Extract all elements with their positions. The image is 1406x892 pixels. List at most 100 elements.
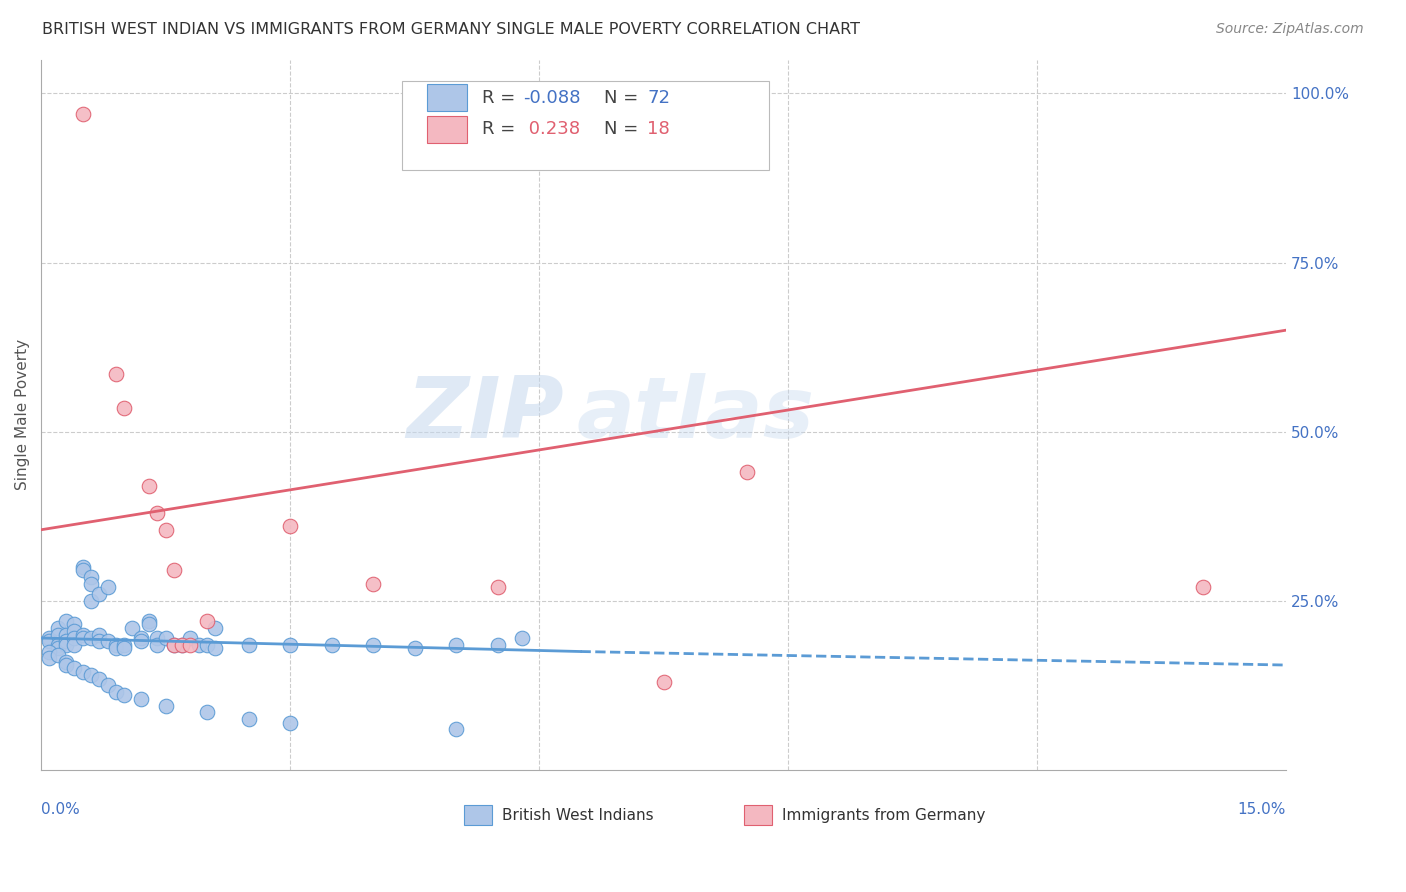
Text: BRITISH WEST INDIAN VS IMMIGRANTS FROM GERMANY SINGLE MALE POVERTY CORRELATION C: BRITISH WEST INDIAN VS IMMIGRANTS FROM G… (42, 22, 860, 37)
Point (129, 691, 152, 706)
Y-axis label: Single Male Poverty: Single Male Poverty (15, 339, 30, 491)
Point (172, 638, 194, 652)
Bar (427, 85, 467, 112)
Text: British West Indians: British West Indians (502, 808, 654, 822)
Text: N =: N = (603, 120, 644, 138)
Point (444, 723, 467, 737)
Point (63, 661, 86, 675)
Point (138, 617, 160, 632)
Point (63, 631, 86, 645)
Point (146, 506, 169, 520)
Point (89, 627, 111, 641)
Point (512, 631, 534, 645)
Point (96, 678, 118, 692)
Point (163, 638, 186, 652)
Point (80, 594, 103, 608)
Point (112, 641, 135, 656)
Point (121, 621, 143, 635)
Point (179, 638, 201, 652)
Point (104, 685, 127, 699)
Point (46, 641, 69, 656)
Point (80, 570, 103, 584)
Point (129, 634, 152, 648)
Point (38, 631, 60, 645)
Point (55, 658, 77, 673)
Point (238, 712, 260, 726)
Point (278, 638, 301, 652)
Point (155, 523, 177, 537)
Point (204, 641, 226, 656)
Point (72, 631, 94, 645)
Point (361, 638, 384, 652)
Point (89, 672, 111, 686)
Point (486, 638, 509, 652)
Point (63, 638, 86, 652)
Bar (464, 805, 492, 825)
Point (278, 519, 301, 533)
Point (129, 631, 152, 645)
FancyBboxPatch shape (402, 81, 769, 169)
Point (63, 624, 86, 639)
Point (163, 563, 186, 577)
Point (72, 627, 94, 641)
Text: Source: ZipAtlas.com: Source: ZipAtlas.com (1216, 22, 1364, 37)
Point (72, 106, 94, 120)
Point (55, 634, 77, 648)
Point (104, 638, 127, 652)
Point (104, 641, 127, 656)
Point (195, 706, 218, 720)
Point (146, 638, 169, 652)
Point (89, 587, 111, 601)
Point (155, 698, 177, 713)
Text: -0.088: -0.088 (523, 89, 581, 107)
Text: 15.0%: 15.0% (1237, 802, 1286, 817)
Point (163, 638, 186, 652)
Point (187, 638, 209, 652)
Text: 72: 72 (647, 89, 671, 107)
Point (1192, 580, 1215, 594)
Point (46, 638, 69, 652)
Point (72, 665, 94, 679)
Point (55, 638, 77, 652)
Text: Immigrants from Germany: Immigrants from Germany (782, 808, 986, 822)
Point (112, 401, 135, 415)
Point (179, 631, 201, 645)
Point (96, 634, 118, 648)
Point (80, 631, 103, 645)
Point (96, 580, 118, 594)
Point (72, 563, 94, 577)
Text: 18: 18 (647, 120, 671, 138)
Point (404, 641, 426, 656)
Point (104, 367, 127, 381)
Point (46, 648, 69, 662)
Text: R =: R = (482, 120, 520, 138)
Point (361, 577, 384, 591)
Text: ZIP: ZIP (406, 373, 564, 456)
Point (195, 638, 218, 652)
Point (38, 651, 60, 665)
Bar (427, 116, 467, 143)
Text: N =: N = (603, 89, 644, 107)
Point (55, 627, 77, 641)
Point (238, 638, 260, 652)
Point (63, 617, 86, 632)
Point (55, 655, 77, 669)
Point (38, 644, 60, 658)
Point (138, 614, 160, 628)
Point (204, 621, 226, 635)
Point (486, 580, 509, 594)
Text: atlas: atlas (576, 373, 814, 456)
Point (195, 614, 218, 628)
Text: 0.0%: 0.0% (41, 802, 80, 817)
Point (172, 638, 194, 652)
Point (46, 627, 69, 641)
Point (38, 634, 60, 648)
Point (444, 638, 467, 652)
Point (278, 715, 301, 730)
Point (735, 465, 758, 479)
Point (112, 689, 135, 703)
Text: 0.238: 0.238 (523, 120, 581, 138)
Point (80, 577, 103, 591)
Point (89, 634, 111, 648)
Point (80, 668, 103, 682)
